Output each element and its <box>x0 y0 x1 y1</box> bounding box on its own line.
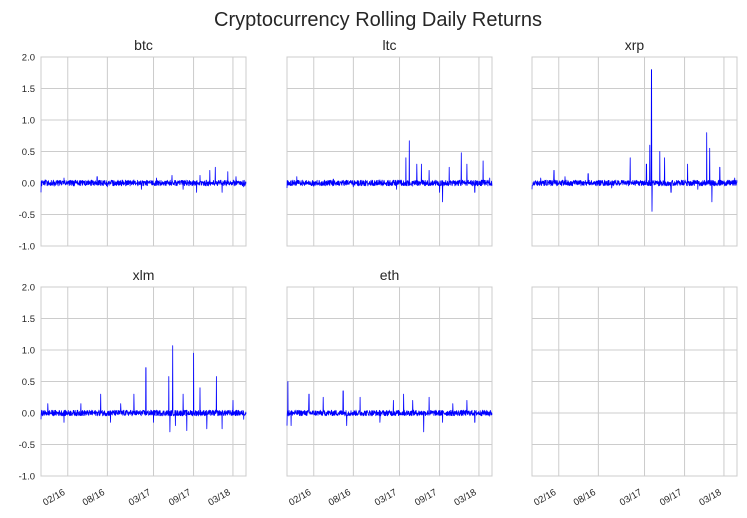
plot-frame <box>286 286 493 477</box>
y-tick-label: 2.0 <box>22 283 35 294</box>
subplot-xrp: xrp <box>531 37 738 247</box>
subplot-xlm: 2.01.51.00.50.0-0.5-1.002/16 08/16 03/17 09… <box>19 267 247 508</box>
figure-title: Cryptocurrency Rolling Daily Returns <box>214 9 542 31</box>
y-tick-label: -1.0 <box>19 472 35 483</box>
series-line-eth <box>286 381 493 433</box>
subplot-title: xlm <box>133 267 155 283</box>
y-tick-label: -1.0 <box>19 242 35 253</box>
plot-frame <box>40 56 247 247</box>
y-tick-label: 2.0 <box>22 53 35 64</box>
subplot-title: ltc <box>383 37 397 53</box>
y-tick-label: -0.5 <box>19 210 35 221</box>
y-tick-label: 0.0 <box>22 179 35 190</box>
y-tick-label: 1.0 <box>22 116 35 127</box>
series-line-ltc <box>286 140 493 203</box>
subplot-ltc: ltc <box>286 37 493 247</box>
y-tick-label: 0.5 <box>22 147 35 158</box>
plot-frame <box>286 56 493 247</box>
y-tick-label: 0.0 <box>22 409 35 420</box>
y-tick-label: 1.5 <box>22 84 35 95</box>
y-tick-label: 0.5 <box>22 377 35 388</box>
subplot-empty: 02/16 08/16 03/17 09/17 03/18 <box>531 286 738 508</box>
series-line-xlm <box>40 345 247 433</box>
y-tick-label: 1.0 <box>22 346 35 357</box>
series-line-btc <box>40 166 247 193</box>
plot-frame <box>40 286 247 477</box>
subplot-btc: 2.0 1.5 1.0 0.5 0.0 -0.5 -1.0 btc <box>19 37 247 253</box>
subplot-title: eth <box>380 267 399 283</box>
subplot-title: xrp <box>625 37 645 53</box>
series-line-xrp <box>531 69 738 212</box>
plot-frame <box>531 56 738 247</box>
y-tick-label: -0.5 <box>19 440 35 451</box>
plot-frame <box>531 286 738 477</box>
y-tick-label: 1.5 <box>22 314 35 325</box>
subplot-title: btc <box>134 37 153 53</box>
